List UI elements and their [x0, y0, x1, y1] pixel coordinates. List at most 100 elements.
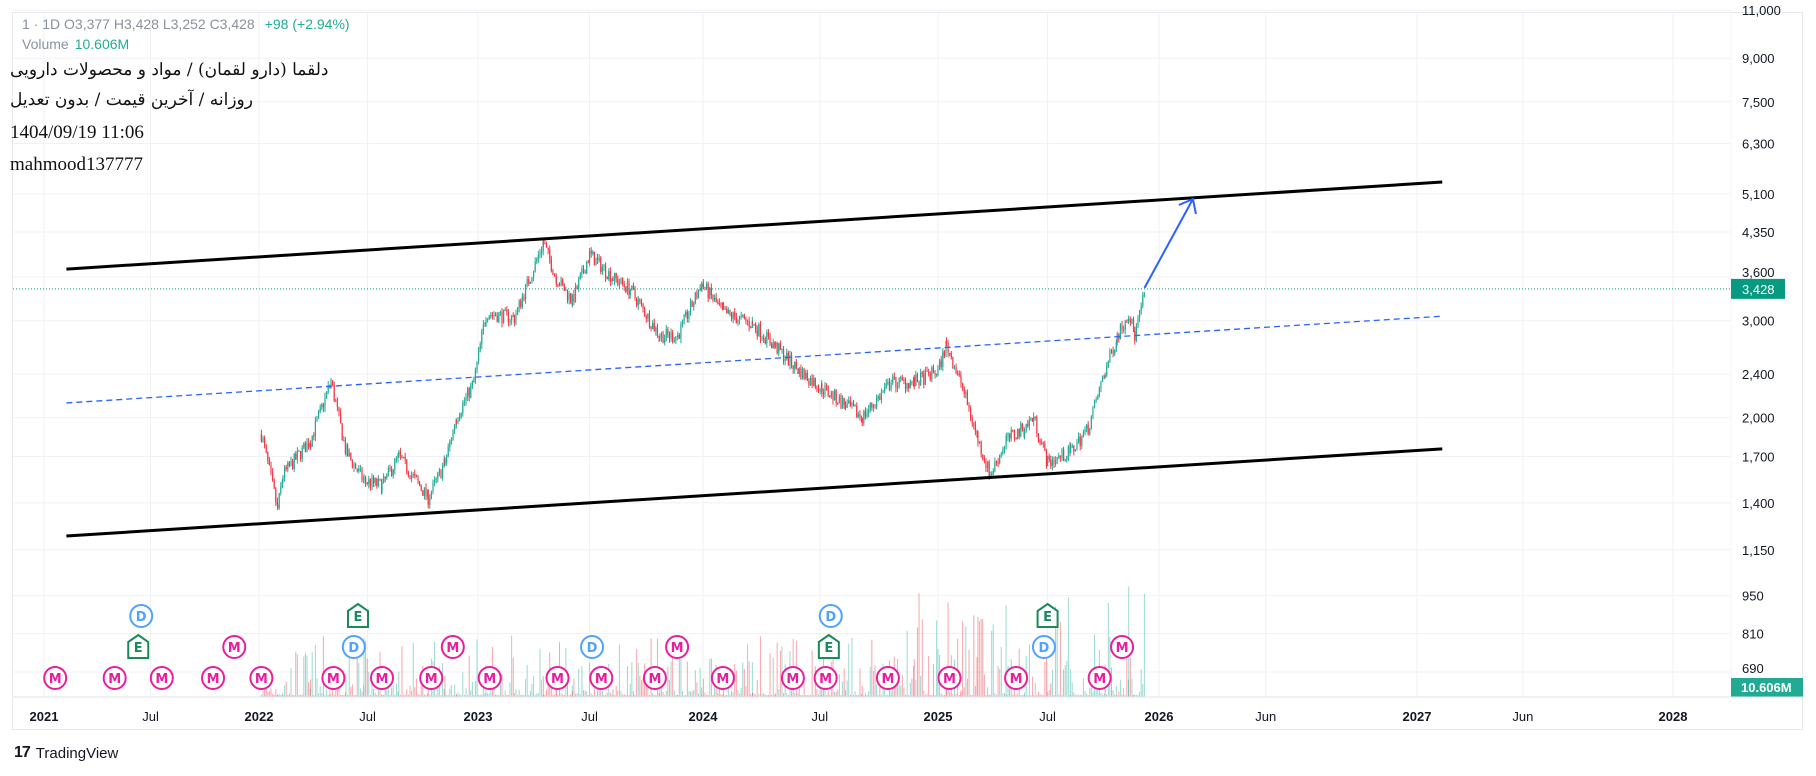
volume-bar: [288, 693, 290, 697]
meeting-event-icon[interactable]: M: [937, 666, 962, 690]
meeting-event-icon[interactable]: M: [1087, 666, 1112, 690]
dividend-event-icon[interactable]: D: [129, 604, 154, 628]
meeting-event-icon[interactable]: M: [477, 666, 502, 690]
candle-body: [304, 443, 306, 453]
volume-bar: [284, 685, 286, 697]
volume-bar: [363, 685, 365, 697]
meeting-event-icon[interactable]: M: [1004, 666, 1029, 690]
candle-body: [358, 468, 360, 472]
candle-body: [549, 249, 551, 260]
meeting-event-icon[interactable]: M: [813, 666, 838, 690]
candle-body: [509, 320, 511, 323]
volume-bar: [1087, 694, 1089, 697]
dividend-event-icon[interactable]: D: [341, 635, 366, 659]
volume-bar: [999, 668, 1001, 697]
meeting-event-icon[interactable]: M: [419, 666, 444, 690]
volume-bar: [498, 694, 500, 697]
volume-bar: [887, 694, 889, 697]
candle-body: [471, 381, 473, 386]
dividend-event-icon[interactable]: D: [1031, 635, 1056, 659]
event-markers: M M E D M M M M M D E M M M M M D M M M M M M E D M M M D E M M: [43, 602, 1135, 690]
volume-bar: [605, 694, 607, 697]
meeting-event-icon[interactable]: M: [370, 666, 394, 690]
meeting-event-icon[interactable]: M: [545, 666, 570, 690]
meeting-event-icon[interactable]: M: [149, 666, 174, 690]
dividend-event-icon[interactable]: D: [580, 635, 605, 659]
volume-bar: [929, 694, 931, 697]
volume-bar: [476, 639, 478, 697]
meeting-event-icon[interactable]: M: [222, 635, 247, 659]
volume-bar: [542, 694, 544, 697]
earnings-event-icon[interactable]: E: [817, 633, 840, 659]
candle-body: [859, 414, 861, 417]
price-change: +98 (+2.94%): [264, 16, 350, 32]
candle-body: [595, 258, 597, 266]
meeting-event-icon[interactable]: M: [201, 666, 226, 690]
meeting-event-icon[interactable]: M: [249, 666, 274, 690]
candle-body: [672, 332, 674, 342]
time-tick-label: Jun: [1255, 709, 1276, 724]
volume-bar: [960, 690, 962, 697]
candle-body: [909, 381, 911, 389]
candle-body: [381, 482, 383, 493]
volume-bar: [1081, 694, 1083, 697]
volume-bar: [702, 678, 704, 697]
candle-body: [596, 258, 599, 260]
earnings-event-icon[interactable]: E: [347, 602, 369, 628]
candle-body: [707, 283, 709, 299]
meeting-event-icon[interactable]: M: [440, 635, 465, 659]
candle-body: [868, 409, 870, 413]
meeting-event-icon[interactable]: M: [43, 666, 68, 690]
volume-bar: [463, 694, 465, 697]
meeting-event-icon[interactable]: M: [665, 635, 690, 659]
tradingview-logo[interactable]: 17 TradingView: [14, 744, 118, 762]
dividend-event-icon[interactable]: D: [818, 604, 843, 628]
candle-body: [712, 295, 714, 301]
earnings-event-icon[interactable]: E: [127, 633, 150, 659]
candle-body: [326, 391, 328, 397]
event-circle: [1110, 635, 1135, 659]
meeting-event-icon[interactable]: M: [102, 666, 127, 690]
volume-bar: [529, 690, 531, 697]
candle-body: [484, 323, 486, 325]
time-axis[interactable]: 2021 Jul 2022 Jul 2023 Jul 2024 Jul 2025 Jul 2026 J…: [13, 696, 1803, 724]
candle-body: [1082, 432, 1084, 437]
volume-bar: [368, 671, 370, 697]
meeting-event-icon[interactable]: M: [642, 666, 667, 690]
volume-bar: [533, 675, 535, 697]
meeting-event-icon[interactable]: M: [710, 666, 735, 690]
candle-body: [960, 377, 962, 384]
candle-body: [673, 340, 675, 342]
candle-body: [629, 290, 631, 295]
candle-body: [277, 504, 279, 509]
event-circle: [149, 666, 174, 690]
volume-bar: [1131, 678, 1133, 697]
meeting-event-icon[interactable]: M: [589, 666, 614, 690]
candle-body: [729, 309, 731, 314]
meeting-event-icon[interactable]: M: [1110, 635, 1135, 659]
candle-body: [1028, 420, 1030, 427]
volume-bar: [869, 666, 871, 697]
candle-body: [751, 321, 753, 328]
candle-body: [335, 400, 337, 402]
earnings-event-icon[interactable]: E: [1036, 602, 1059, 628]
candle-body: [544, 242, 546, 245]
candle-body: [1089, 428, 1091, 435]
volume-bar: [779, 650, 781, 697]
candle-body: [601, 267, 603, 272]
volume-bar: [958, 694, 960, 697]
candle-body: [942, 351, 944, 367]
meeting-event-icon[interactable]: M: [875, 666, 900, 690]
volume-bar: [295, 651, 297, 697]
meeting-event-icon[interactable]: M: [780, 666, 805, 690]
candle-body: [582, 268, 585, 273]
candle-body: [539, 253, 541, 255]
meeting-event-icon[interactable]: M: [321, 666, 346, 690]
candle-body: [829, 395, 831, 397]
candle-body: [939, 360, 941, 369]
candle-body: [386, 473, 388, 479]
price-axis[interactable]: 11,000 9,000 7,500 6,300 5,100 4,350 3,600 3,00…: [1730, 3, 1803, 697]
volume-bar: [470, 690, 472, 697]
candle-body: [686, 311, 688, 319]
